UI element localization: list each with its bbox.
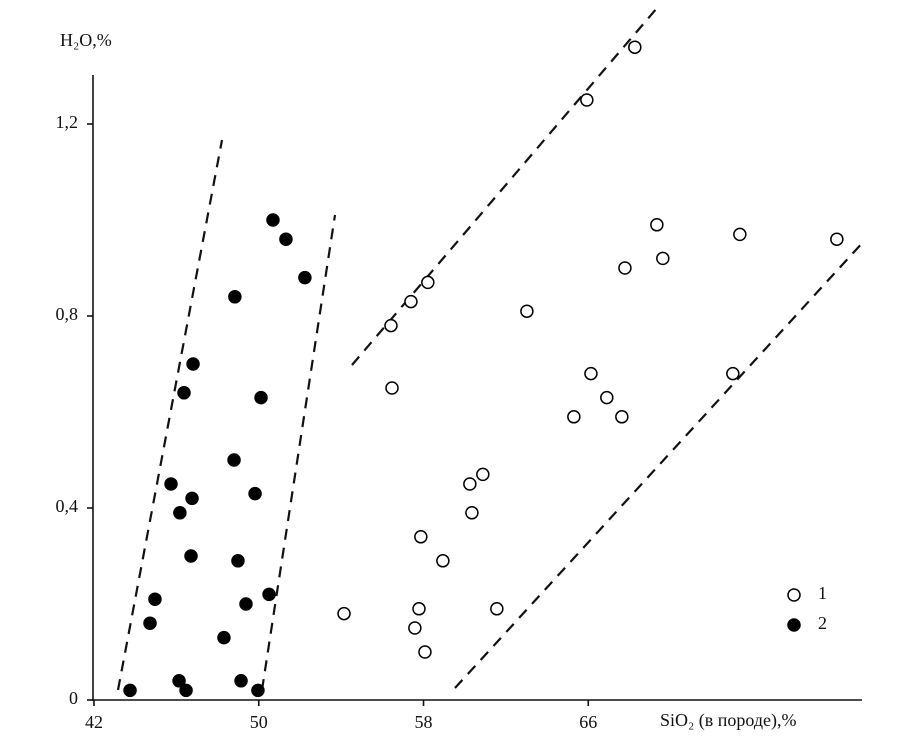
- data-point: [412, 602, 426, 616]
- data-point: [148, 592, 162, 606]
- data-point: [262, 587, 276, 602]
- data-point: [298, 270, 312, 285]
- data-point: [628, 40, 642, 54]
- x-tick-label: 58: [415, 712, 433, 732]
- data-point: [656, 251, 670, 266]
- x-tick-label: 42: [85, 712, 103, 732]
- data-point: [463, 477, 477, 491]
- y-axis-label: H₂O,%: [60, 30, 112, 50]
- boundary-line: [260, 214, 337, 691]
- data-point: [179, 683, 193, 698]
- data-point: [580, 93, 594, 107]
- data-point: [164, 477, 178, 491]
- data-point: [476, 467, 490, 482]
- data-point: [584, 366, 598, 381]
- boundary-line: [116, 139, 224, 691]
- data-point: [337, 606, 351, 621]
- data-point: [239, 597, 253, 611]
- data-point: [618, 261, 632, 275]
- data-point: [248, 486, 262, 501]
- y-tick-label: 0,4: [56, 496, 79, 516]
- y-tick-label: 1,2: [56, 112, 79, 132]
- boundary-line: [454, 239, 866, 689]
- y-tick-label: 0: [69, 688, 78, 708]
- data-point: [567, 410, 581, 424]
- legend-marker: [787, 618, 801, 632]
- data-point: [830, 232, 844, 246]
- data-point: [123, 683, 137, 698]
- data-point: [414, 530, 428, 544]
- boundary-line: [351, 7, 658, 366]
- data-point: [177, 386, 191, 400]
- x-tick-label: 50: [250, 712, 268, 732]
- data-point: [733, 227, 747, 242]
- data-point: [385, 381, 399, 395]
- data-point: [418, 645, 432, 659]
- data-point: [251, 683, 265, 698]
- data-point: [254, 390, 268, 405]
- data-point: [384, 318, 398, 333]
- x-axis-label: SiO₂ (в породе),%: [660, 710, 797, 731]
- data-point: [184, 549, 198, 563]
- data-point: [436, 554, 450, 568]
- data-point: [185, 491, 199, 506]
- data-point: [520, 304, 534, 318]
- data-point: [650, 218, 664, 232]
- data-point: [404, 294, 418, 309]
- data-point: [490, 602, 504, 616]
- legend-label: 2: [818, 613, 827, 633]
- data-point: [143, 616, 157, 630]
- data-point: [172, 674, 186, 688]
- data-point: [227, 453, 241, 467]
- data-point: [173, 506, 187, 520]
- data-point: [421, 275, 435, 290]
- data-point: [615, 410, 629, 424]
- data-point: [726, 366, 740, 381]
- data-point: [186, 357, 200, 371]
- data-point: [600, 390, 614, 405]
- data-point: [228, 290, 242, 304]
- legend-marker: [787, 588, 801, 602]
- data-point: [234, 674, 248, 688]
- x-tick-label: 66: [579, 712, 597, 732]
- data-point: [279, 232, 293, 246]
- data-point: [465, 506, 479, 520]
- data-point: [266, 213, 280, 227]
- data-point: [231, 554, 245, 568]
- legend-label: 1: [818, 583, 827, 603]
- data-point: [217, 630, 231, 645]
- y-tick-label: 0,8: [56, 304, 79, 324]
- data-point: [408, 621, 422, 635]
